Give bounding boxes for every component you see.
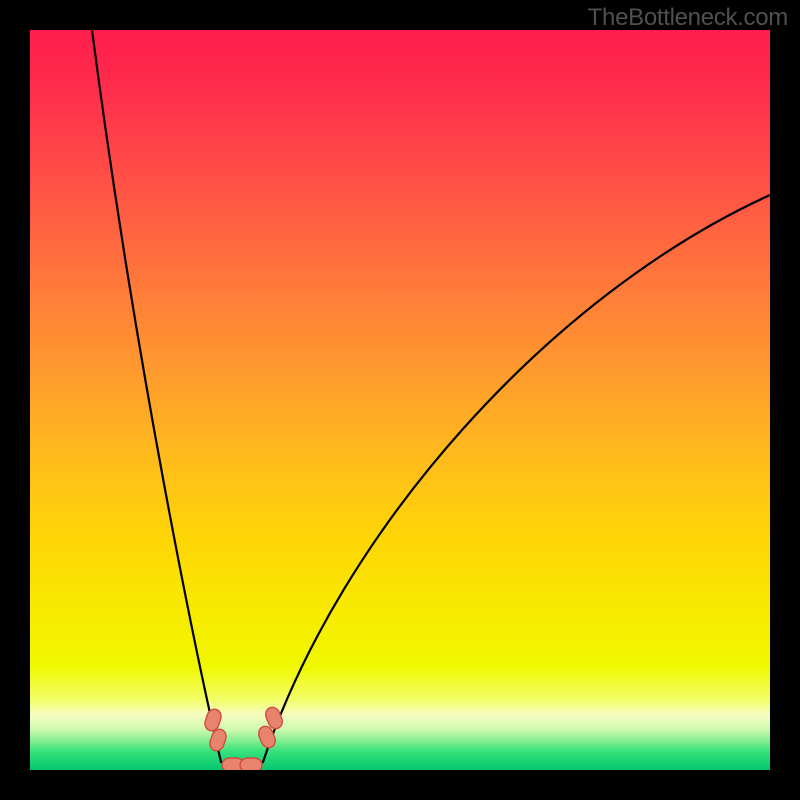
chart-plot-area (30, 30, 770, 770)
bottleneck-curve (30, 30, 770, 770)
curve-markers (203, 705, 285, 770)
data-marker (240, 758, 262, 770)
watermark-text: TheBottleneck.com (588, 4, 788, 32)
